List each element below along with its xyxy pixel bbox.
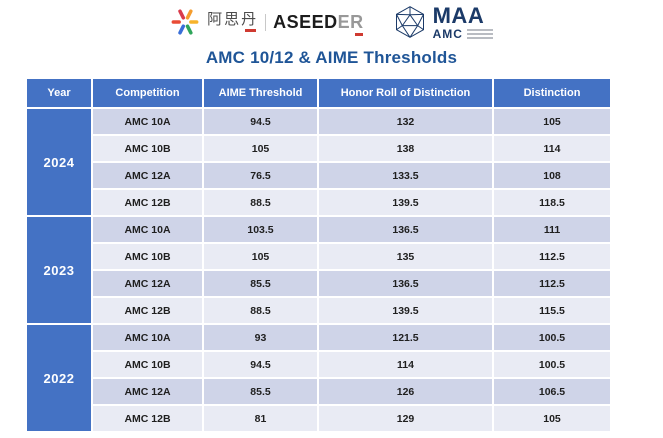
aime-threshold-cell: 88.5 — [204, 190, 317, 215]
maa-fineprint-lines — [466, 28, 493, 39]
honor-roll-cell: 126 — [319, 379, 492, 404]
asdan-chinese-text: 阿思丹 — [207, 11, 259, 28]
honor-roll-cell: 135 — [319, 244, 492, 269]
honor-roll-cell: 136.5 — [319, 271, 492, 296]
distinction-cell: 108 — [494, 163, 610, 188]
aime-threshold-cell: 81 — [204, 406, 317, 431]
year-cell-2023: 2023 — [27, 217, 91, 323]
table-row: AMC 12B 88.5 139.5 118.5 — [27, 190, 610, 215]
honor-roll-cell: 129 — [319, 406, 492, 431]
table-row: AMC 10B 105 138 114 — [27, 136, 610, 161]
maa-wordmark: MAA AMC — [432, 2, 493, 41]
table-row: 2023 AMC 10A 103.5 136.5 111 — [27, 217, 610, 323]
competition-cell: AMC 12A — [93, 271, 202, 296]
competition-cell: AMC 12A — [93, 379, 202, 404]
table-row: AMC 10B 94.5 114 100.5 — [27, 352, 610, 377]
table-header-row: Year Competition AIME Threshold Honor Ro… — [27, 79, 610, 107]
distinction-cell: 118.5 — [494, 190, 610, 215]
table-row: AMC 12B 81 129 105 — [27, 406, 610, 431]
table-row: AMC 12A 85.5 136.5 112.5 — [27, 271, 610, 296]
asdan-brand-wordmark: ASEEDER — [273, 12, 364, 36]
competition-cell: AMC 10A — [93, 325, 202, 350]
aime-threshold-cell: 88.5 — [204, 298, 317, 323]
maa-amc-logo: MAA AMC — [392, 4, 493, 40]
distinction-cell: 106.5 — [494, 379, 610, 404]
competition-cell: AMC 10B — [93, 352, 202, 377]
distinction-cell: 115.5 — [494, 298, 610, 323]
aime-threshold-cell: 105 — [204, 244, 317, 269]
aime-threshold-cell: 105 — [204, 136, 317, 161]
asdan-brand-black: ASEED — [273, 12, 338, 32]
honor-roll-cell: 121.5 — [319, 325, 492, 350]
aime-threshold-cell: 85.5 — [204, 271, 317, 296]
aime-threshold-cell: 103.5 — [204, 217, 317, 242]
distinction-cell: 105 — [494, 406, 610, 431]
distinction-cell: 114 — [494, 136, 610, 161]
honor-roll-cell: 132 — [319, 109, 492, 134]
asdan-logo-divider — [265, 13, 267, 31]
table-row: AMC 12B 88.5 139.5 115.5 — [27, 298, 610, 323]
honor-roll-cell: 138 — [319, 136, 492, 161]
competition-cell: AMC 10B — [93, 244, 202, 269]
distinction-cell: 105 — [494, 109, 610, 134]
competition-cell: AMC 10A — [93, 109, 202, 134]
competition-cell: AMC 12B — [93, 298, 202, 323]
aime-threshold-cell: 76.5 — [204, 163, 317, 188]
logo-row: 阿思丹 ASEEDER — [0, 0, 663, 40]
asdan-brand-gray: ER — [337, 12, 364, 32]
col-header-year: Year — [27, 79, 91, 107]
distinction-cell: 111 — [494, 217, 610, 242]
asdan-chinese-name: 阿思丹 — [207, 12, 258, 32]
competition-cell: AMC 12B — [93, 406, 202, 431]
table-row: 2024 AMC 10A 94.5 132 105 — [27, 109, 610, 215]
aime-threshold-cell: 94.5 — [204, 109, 317, 134]
amc-text: AMC — [432, 26, 463, 41]
col-header-distinction: Distinction — [494, 79, 610, 107]
col-header-honor-roll: Honor Roll of Distinction — [319, 79, 492, 107]
asdan-er-red-mark — [354, 33, 363, 36]
aime-threshold-cell: 85.5 — [204, 379, 317, 404]
asdan-logo: 阿思丹 ASEEDER — [170, 7, 364, 37]
distinction-cell: 100.5 — [494, 352, 610, 377]
col-header-aime-threshold: AIME Threshold — [204, 79, 317, 107]
distinction-cell: 112.5 — [494, 244, 610, 269]
maa-polyhedron-icon — [395, 6, 424, 38]
asdan-asterisk-icon — [171, 9, 199, 35]
year-cell-2022: 2022 — [27, 325, 91, 431]
competition-cell: AMC 10A — [93, 217, 202, 242]
honor-roll-cell: 114 — [319, 352, 492, 377]
year-cell-2024: 2024 — [27, 109, 91, 215]
honor-roll-cell: 139.5 — [319, 298, 492, 323]
table-row: AMC 12A 76.5 133.5 108 — [27, 163, 610, 188]
honor-roll-cell: 139.5 — [319, 190, 492, 215]
honor-roll-cell: 133.5 — [319, 163, 492, 188]
page-title: AMC 10/12 & AIME Thresholds — [205, 48, 458, 67]
col-header-competition: Competition — [93, 79, 202, 107]
honor-roll-cell: 136.5 — [319, 217, 492, 242]
thresholds-table: Year Competition AIME Threshold Honor Ro… — [25, 77, 612, 433]
table-row: 2022 AMC 10A 93 121.5 100.5 — [27, 325, 610, 431]
maa-text: MAA — [432, 2, 485, 28]
competition-cell: AMC 10B — [93, 136, 202, 161]
asdan-red-mark — [245, 29, 257, 32]
table-row: AMC 12A 85.5 126 106.5 — [27, 379, 610, 404]
table-row: AMC 10B 105 135 112.5 — [27, 244, 610, 269]
aime-threshold-cell: 94.5 — [204, 352, 317, 377]
distinction-cell: 112.5 — [494, 271, 610, 296]
distinction-cell: 100.5 — [494, 325, 610, 350]
competition-cell: AMC 12A — [93, 163, 202, 188]
competition-cell: AMC 12B — [93, 190, 202, 215]
aime-threshold-cell: 93 — [204, 325, 317, 350]
